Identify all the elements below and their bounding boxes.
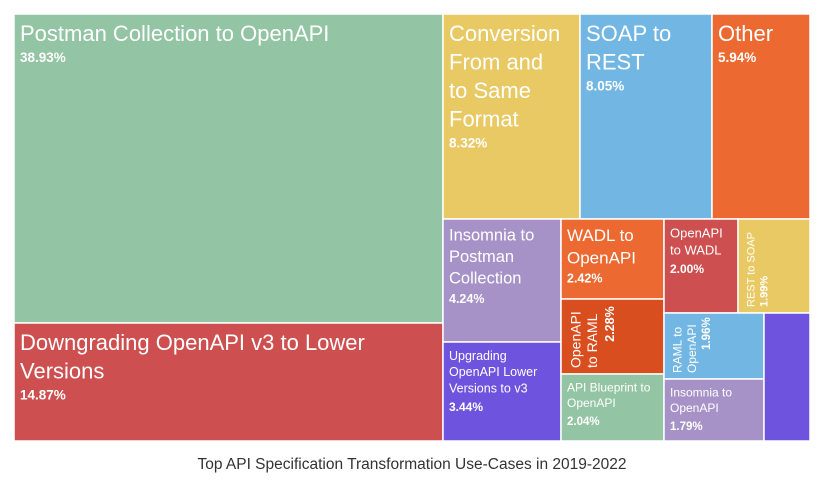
tile-value-postman-collection-to-openapi: 38.93% [20,50,66,65]
tile-label-raml-to-openapi: OpenAPI [685,324,699,373]
tile-value-insomnia-to-openapi: 1.79% [670,421,703,433]
tile-label-insomnia-to-openapi: Insomnia to [670,385,732,399]
tile-label-postman-collection-to-openapi: Postman Collection to OpenAPI [20,21,329,46]
tile-label-conversion-from-and-to-same-format: to Same [449,78,531,103]
chart-title: Top API Specification Transformation Use… [197,456,627,473]
tile-value-rest-to-soap: 1.99% [759,276,771,307]
tile-label-rest-to-soap: REST to SOAP [745,232,757,307]
tile-label-conversion-from-and-to-same-format: Conversion [449,21,560,46]
tile-value-wadl-to-openapi: 2.42% [567,272,602,286]
treemap-tile-api-blueprint-to-openapi[interactable] [560,373,665,442]
tile-label-openapi-to-raml: OpenAPI [567,311,583,368]
tile-label-conversion-from-and-to-same-format: From and [449,50,543,75]
treemap-tile-rest-to-soap[interactable] [737,218,811,314]
treemap-tile-conversion-from-and-to-same-format[interactable] [442,13,581,220]
treemap-tile-unlabeled[interactable] [763,312,811,442]
tile-label-insomnia-to-postman-collection: Collection [449,270,521,288]
tile-value-soap-to-rest: 8.05% [586,78,624,93]
tile-value-downgrading-openapi-v3-to-lower-versions: 14.87% [20,387,66,402]
tile-label-openapi-to-raml: to RAML [584,313,600,368]
tile-value-api-blueprint-to-openapi: 2.04% [567,416,600,428]
tile-label-wadl-to-openapi: WADL to [567,226,634,245]
tile-label-other: Other [718,21,773,46]
treemap-tile-downgrading-openapi-v3-to-lower-versions[interactable] [13,322,444,442]
tile-text-group-openapi-to-raml: OpenAPI to RAML 2.28% [567,306,617,368]
treemap-tile-other[interactable] [711,13,811,220]
tile-text-group-raml-to-openapi: RAML to OpenAPI 1.96% [670,317,713,373]
tile-label-insomnia-to-postman-collection: Insomnia to [449,227,534,245]
treemap-tile-postman-collection-to-openapi[interactable] [13,13,444,324]
tile-value-other: 5.94% [718,50,756,65]
tile-label-soap-to-rest: SOAP to [586,21,671,46]
tile-label-openapi-to-wadl: OpenAPI [670,225,723,240]
tile-label-downgrading-openapi-v3-to-lower-versions: Versions [20,359,104,384]
tile-label-wadl-to-openapi: OpenAPI [567,248,636,267]
tile-value-conversion-from-and-to-same-format: 8.32% [449,136,487,151]
tile-value-openapi-to-wadl: 2.00% [670,262,704,276]
tile-value-openapi-to-raml: 2.28% [603,306,617,341]
tile-value-upgrading-openapi-lower-versions-to-v3: 3.44% [449,400,483,414]
tile-label-api-blueprint-to-openapi: API Blueprint to [567,380,651,394]
tile-label-api-blueprint-to-openapi: OpenAPI [567,396,616,410]
tile-label-upgrading-openapi-lower-versions-to-v3: Upgrading [449,349,507,363]
tile-label-openapi-to-wadl: to WADL [670,242,722,257]
tile-label-raml-to-openapi: RAML to [670,326,684,373]
treemap-tile-insomnia-to-postman-collection[interactable] [442,218,562,343]
treemap-tile-upgrading-openapi-lower-versions-to-v3[interactable] [442,341,562,442]
tile-label-insomnia-to-postman-collection: Postman [449,248,514,266]
tile-label-conversion-from-and-to-same-format: Format [449,107,519,132]
tile-value-raml-to-openapi: 1.96% [701,317,713,350]
tile-text-group-rest-to-soap: REST to SOAP 1.99% [745,232,770,307]
tile-label-downgrading-openapi-v3-to-lower-versions: Downgrading OpenAPI v3 to Lower [20,330,365,355]
treemap-tile-soap-to-rest[interactable] [579,13,713,220]
treemap-tile-openapi-to-raml[interactable] [560,298,665,375]
tile-label-insomnia-to-openapi: OpenAPI [670,401,719,415]
tile-value-insomnia-to-postman-collection: 4.24% [449,292,484,306]
tile-label-soap-to-rest: REST [586,50,645,75]
tile-label-upgrading-openapi-lower-versions-to-v3: OpenAPI Lower [449,365,537,379]
tile-label-upgrading-openapi-lower-versions-to-v3: Versions to v3 [449,381,528,395]
